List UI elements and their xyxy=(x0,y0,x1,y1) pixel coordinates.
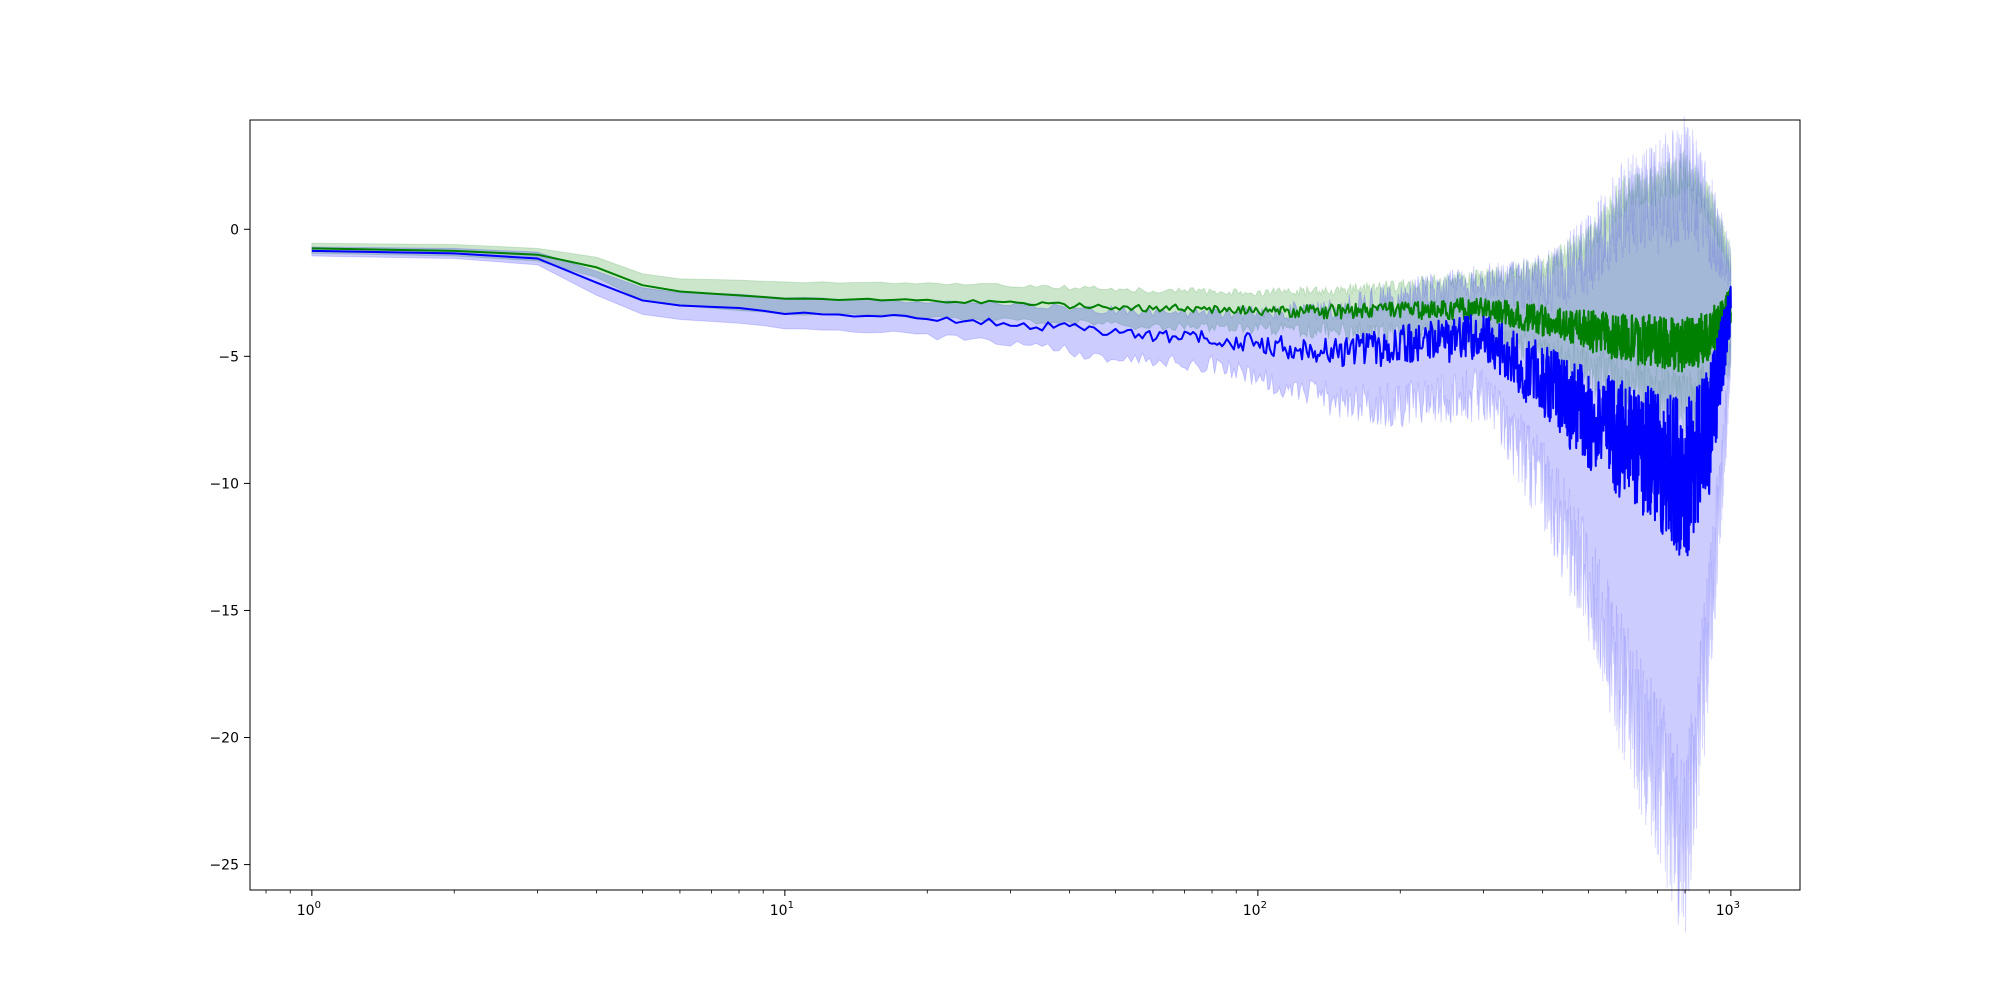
series-line-2 xyxy=(311,249,1732,557)
x-tick-label: 103 xyxy=(1716,900,1740,919)
y-tick-label: 0 xyxy=(230,222,239,238)
x-axis: 100 101 102 103 xyxy=(265,890,1740,919)
x-tick-label: 100 xyxy=(297,900,321,919)
confidence-bands xyxy=(311,116,1732,933)
x-tick-label: 101 xyxy=(770,900,794,919)
y-axis: 0 −5 −10 −15 −20 −25 xyxy=(209,222,250,874)
x-tick-label: 102 xyxy=(1243,900,1267,919)
y-tick-label: −5 xyxy=(218,349,239,365)
y-tick-label: −20 xyxy=(209,731,239,747)
series-line-1 xyxy=(311,247,1732,373)
y-tick-label: −15 xyxy=(209,603,239,619)
confidence-band-2 xyxy=(311,116,1732,933)
series-lines xyxy=(311,247,1732,557)
y-tick-label: −10 xyxy=(209,476,239,492)
confidence-band-1 xyxy=(311,149,1732,433)
plot-frame xyxy=(249,119,1801,891)
y-tick-label: −25 xyxy=(209,858,239,874)
